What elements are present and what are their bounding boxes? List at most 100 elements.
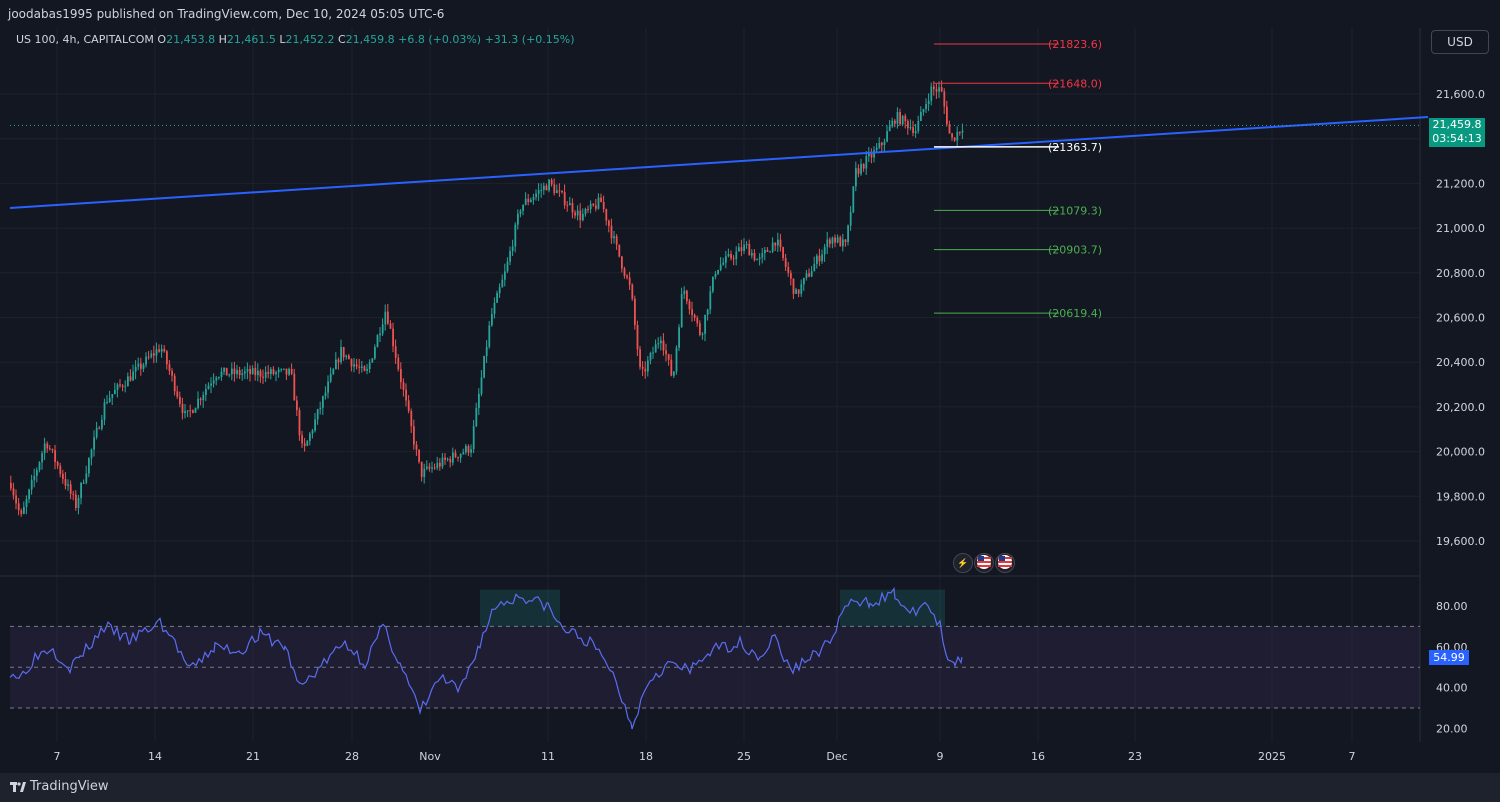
- rsi-tick-label: 80.00: [1436, 600, 1468, 613]
- candle-body: [49, 448, 51, 450]
- candle-body: [353, 364, 355, 367]
- candle-body: [745, 243, 748, 245]
- price-tick-label: 20,200.0: [1436, 401, 1485, 414]
- symbol-label[interactable]: US 100, 4h, CAPITALCOM: [16, 33, 154, 46]
- candle-body: [556, 190, 558, 194]
- candle-body: [436, 462, 439, 468]
- candle-body: [231, 368, 233, 375]
- candle-body: [860, 163, 862, 174]
- candle-body: [293, 373, 296, 401]
- time-tick-label: 18: [639, 750, 653, 763]
- change-value: +6.8 (+0.03%): [398, 33, 482, 46]
- candle-body: [790, 272, 792, 279]
- candle-body: [257, 370, 259, 376]
- candle-body: [415, 444, 418, 450]
- candle-body: [602, 202, 605, 210]
- candle-body: [883, 141, 886, 145]
- candle-body: [163, 348, 166, 352]
- candle-body: [922, 109, 925, 112]
- rsi-value-tag: 54.99: [1429, 650, 1469, 665]
- candle-body: [561, 190, 563, 193]
- candle-body: [805, 273, 808, 278]
- candle-body: [904, 115, 907, 122]
- candle-body: [935, 89, 938, 92]
- time-tick-label: 23: [1128, 750, 1142, 763]
- candle-body: [821, 254, 823, 262]
- candle-body: [597, 197, 600, 209]
- candle-body: [818, 255, 821, 262]
- last-price-tag: 21,459.8 03:54:13: [1429, 118, 1485, 147]
- candle-body: [98, 427, 101, 429]
- candle-body: [296, 400, 298, 411]
- candle-body: [605, 209, 608, 221]
- candle-body: [920, 111, 922, 121]
- candle-body: [834, 237, 836, 243]
- time-tick-label: 16: [1031, 750, 1045, 763]
- candle-body: [212, 380, 215, 384]
- candle-body: [228, 374, 231, 376]
- candle-body: [103, 402, 106, 420]
- price-axis[interactable]: 21,600.021,400.021,200.021,000.020,800.0…: [1436, 88, 1485, 548]
- candle-body: [420, 461, 423, 477]
- candle-body: [914, 131, 917, 134]
- candle-body: [389, 323, 392, 329]
- candle-body: [628, 277, 631, 285]
- candle-body: [72, 493, 75, 495]
- candle-body: [706, 309, 709, 315]
- candle-body: [43, 443, 46, 454]
- rsi-tick-label: 40.00: [1436, 682, 1468, 695]
- time-axis[interactable]: 7 14 21 28 Nov 11 18 25 Dec 9 16 23 2025 7: [54, 750, 1356, 763]
- candle-body: [868, 153, 870, 157]
- candle-body: [662, 340, 665, 351]
- candle-body: [249, 369, 251, 375]
- candle-body: [543, 185, 545, 190]
- time-tick-label: 9: [937, 750, 944, 763]
- currency-button[interactable]: USD: [1431, 30, 1489, 54]
- lightning-icon[interactable]: ⚡: [953, 553, 973, 573]
- tradingview-icon: [10, 781, 26, 792]
- candle-body: [368, 362, 371, 370]
- tradingview-logo[interactable]: TradingView: [10, 779, 109, 794]
- candle-body: [873, 150, 875, 158]
- candle-body: [431, 467, 433, 469]
- trendline[interactable]: [9, 116, 1429, 209]
- candle-body: [405, 389, 407, 401]
- candle-body: [527, 198, 530, 203]
- candle-body: [784, 258, 787, 267]
- candle-body: [504, 271, 506, 280]
- candle-body: [623, 268, 626, 276]
- candle-body: [813, 263, 816, 272]
- candle-body: [485, 346, 488, 357]
- candle-body: [340, 347, 342, 363]
- candle-body: [524, 198, 527, 205]
- candle-body: [20, 510, 23, 514]
- candle-body: [673, 371, 675, 376]
- candle-body: [839, 237, 842, 247]
- candle-body: [59, 465, 62, 474]
- level-label: (21363.7): [1048, 141, 1102, 154]
- candle-body: [686, 290, 688, 302]
- candle-body: [810, 271, 813, 277]
- price-chart[interactable]: (21823.6) (21648.0) (21363.7) (21079.3) (209…: [0, 28, 1500, 773]
- candle-body: [363, 366, 366, 371]
- candle-body: [480, 377, 483, 394]
- candle-body: [28, 489, 30, 500]
- price-levels[interactable]: (21823.6) (21648.0) (21363.7) (21079.3) (209…: [934, 38, 1102, 320]
- candle-body: [506, 261, 509, 272]
- candle-body: [101, 419, 103, 429]
- candle-body: [927, 100, 930, 105]
- price-tick-label: 20,800.0: [1436, 267, 1485, 280]
- candle-body: [595, 205, 597, 209]
- us-flag-icon[interactable]: [995, 553, 1015, 573]
- candle-body: [930, 86, 933, 101]
- candle-body: [511, 246, 514, 251]
- candle-body: [259, 370, 262, 377]
- candle-body: [137, 363, 140, 367]
- candle-body: [842, 239, 844, 247]
- candle-body: [951, 133, 953, 138]
- candle-body: [761, 253, 764, 258]
- candle-body: [246, 369, 249, 372]
- candle-body: [938, 87, 940, 92]
- us-flag-icon[interactable]: [974, 553, 994, 573]
